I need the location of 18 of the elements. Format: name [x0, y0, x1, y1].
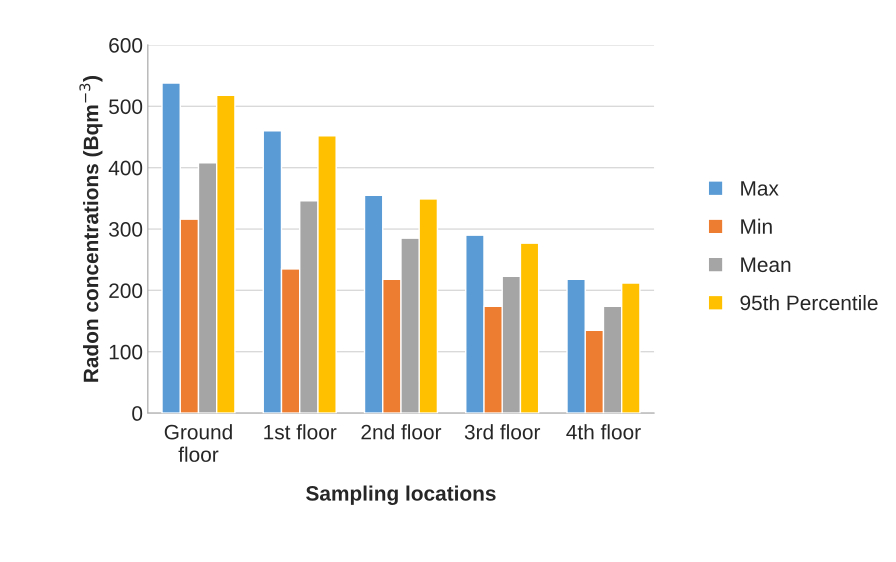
- y-tick-label: 0: [132, 406, 142, 421]
- x-tick-label: 2nd floor: [361, 424, 442, 440]
- x-tick-label: 4th floor: [566, 424, 641, 440]
- y-tick-label: 200: [109, 283, 142, 298]
- y-tick-label: 500: [109, 99, 142, 114]
- y-tick-label: 600: [109, 38, 142, 53]
- legend-label: 95th Percentile: [740, 294, 878, 310]
- legend-label: Min: [741, 218, 772, 234]
- y-axis-title: Radon concentrations (Bqm$^{−3}$): [79, 76, 102, 382]
- legend-label: Max: [741, 181, 779, 196]
- y-tick-label: 100: [110, 344, 142, 360]
- x-tick-label: Ground floor: [164, 424, 232, 462]
- x-tick-label: 3rd floor: [464, 424, 540, 440]
- x-tick-label: 1st floor: [264, 424, 336, 440]
- legend-label: Mean: [741, 258, 790, 272]
- y-tick-label: 400: [108, 160, 142, 176]
- y-tick-label: 300: [109, 222, 142, 237]
- x-axis-title: Sampling locations: [306, 485, 496, 505]
